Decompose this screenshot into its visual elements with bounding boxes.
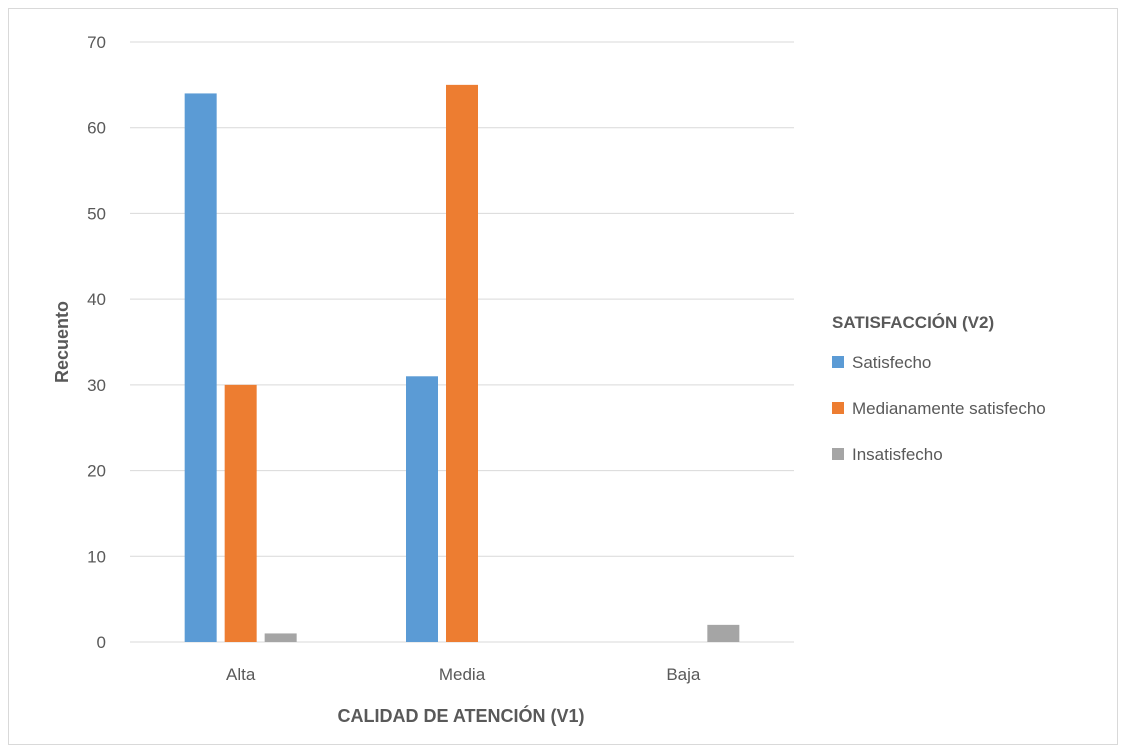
y-axis-title: Recuento	[52, 301, 72, 383]
bars	[184, 84, 740, 643]
y-axis-ticks: 0 10 20 30 40 50 60 70	[87, 33, 106, 652]
y-tick-label: 30	[87, 376, 106, 395]
legend-label: Insatisfecho	[852, 445, 943, 464]
bar-satisfecho-alta	[184, 93, 217, 642]
legend-title: SATISFACCIÓN (V2)	[832, 313, 994, 332]
legend: SATISFACCIÓN (V2) Satisfecho Medianamente…	[832, 313, 1046, 464]
x-tick-label: Alta	[226, 665, 256, 684]
legend-label: Medianamente satisfecho	[852, 399, 1046, 418]
y-tick-label: 0	[97, 633, 106, 652]
x-axis-title: CALIDAD DE ATENCIÓN (V1)	[338, 705, 585, 726]
y-tick-label: 40	[87, 290, 106, 309]
bar-medianamente-satisfecho-media	[446, 84, 478, 643]
legend-label: Satisfecho	[852, 353, 931, 372]
x-tick-label: Baja	[666, 665, 701, 684]
y-tick-label: 70	[87, 33, 106, 52]
y-tick-label: 20	[87, 462, 106, 481]
y-tick-label: 50	[87, 204, 106, 223]
y-tick-label: 60	[87, 119, 106, 138]
x-tick-label: Media	[439, 665, 486, 684]
x-axis-ticks: Alta Media Baja	[226, 665, 701, 684]
bar-insatisfecho-baja	[707, 624, 740, 642]
bar-insatisfecho-alta	[264, 633, 297, 642]
y-tick-label: 10	[87, 547, 106, 566]
bar-satisfecho-media	[406, 376, 438, 642]
bar-medianamente-satisfecho-alta	[224, 384, 257, 642]
legend-swatch	[832, 356, 844, 368]
legend-swatch	[832, 402, 844, 414]
legend-swatch	[832, 448, 844, 460]
